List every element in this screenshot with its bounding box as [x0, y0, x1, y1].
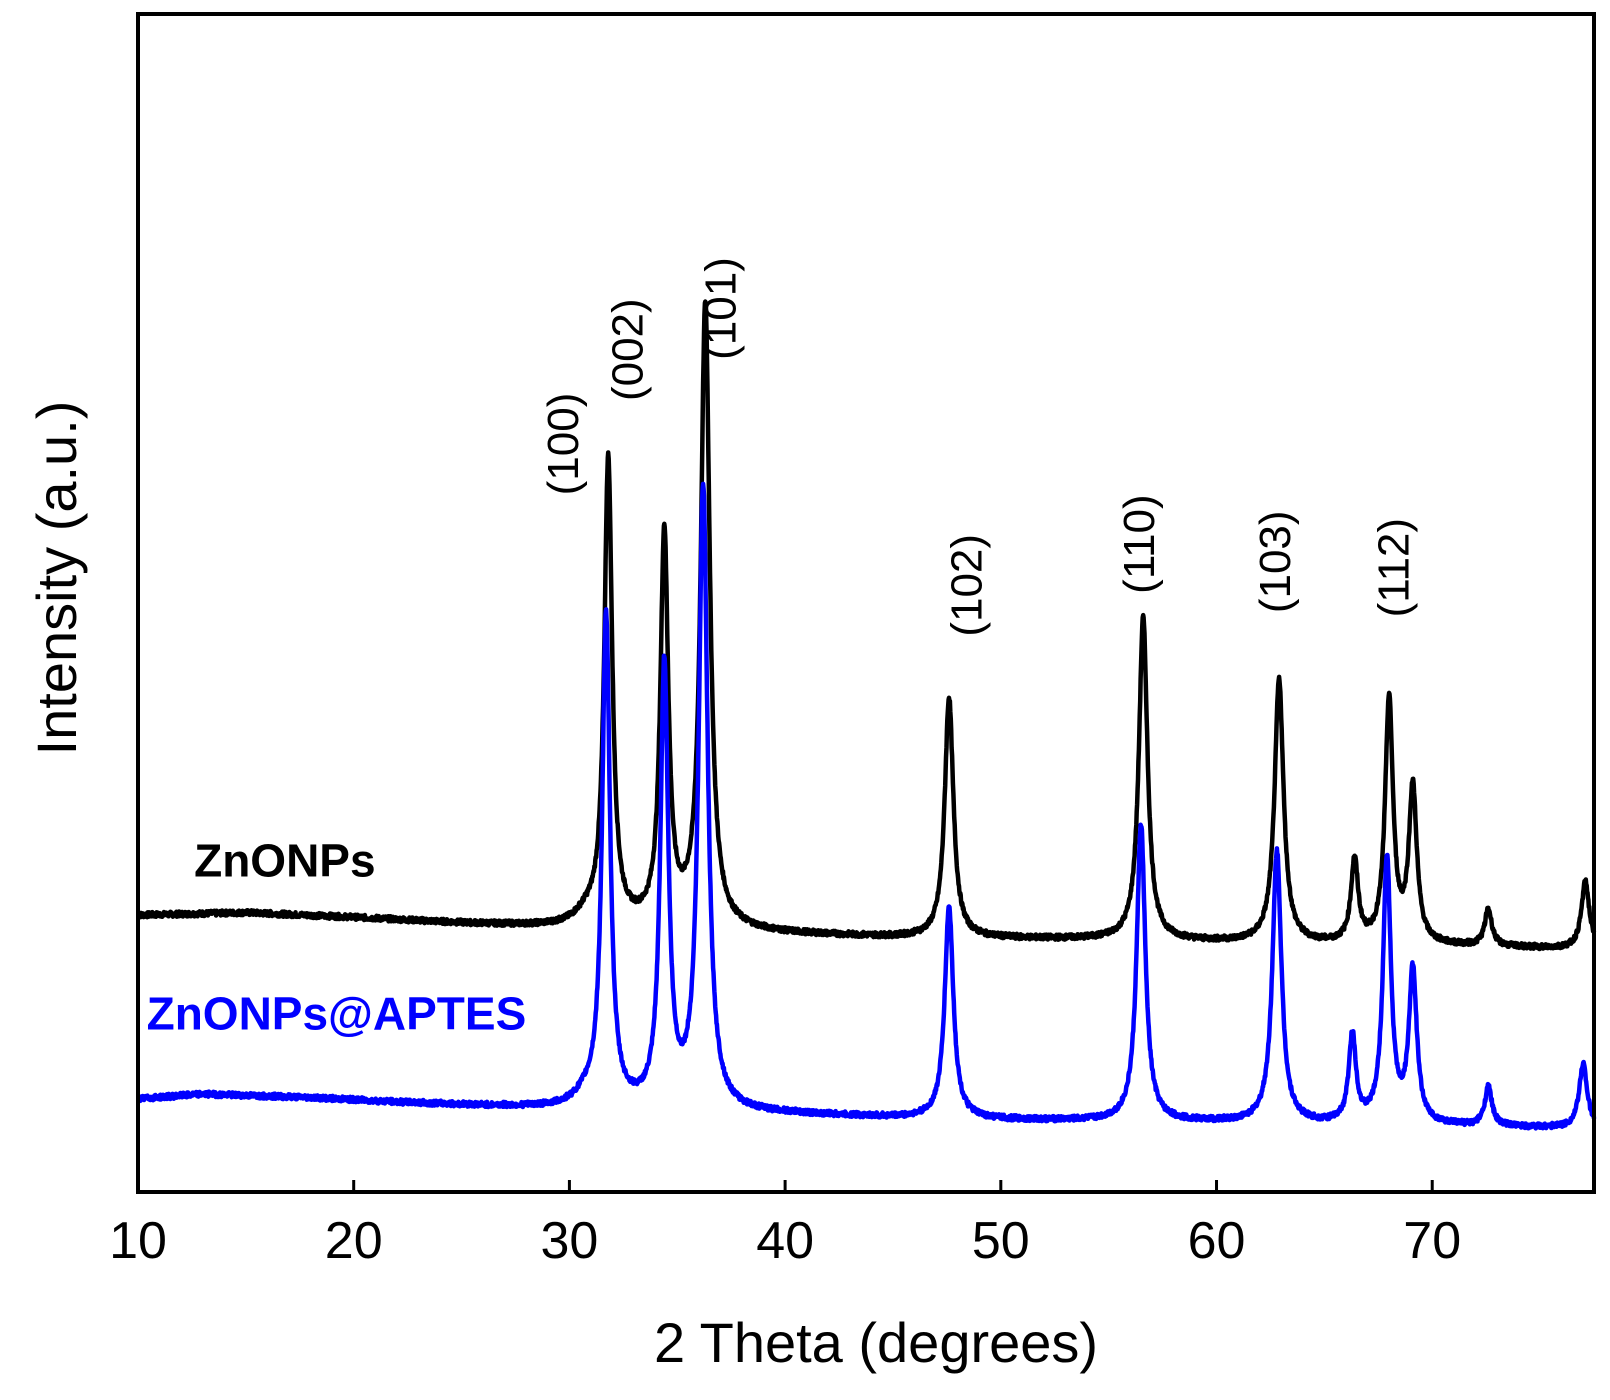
peak-label: (101) [697, 257, 746, 360]
series-label-znonps: ZnONPs [194, 834, 375, 886]
series-line-znonps-aptes [136, 481, 1597, 1131]
peak-label: (112) [1370, 518, 1419, 617]
x-tick-label: 40 [756, 1212, 814, 1270]
series-label-znonps-aptes: ZnONPs@APTES [147, 987, 527, 1039]
peak-label: (102) [942, 534, 991, 637]
x-axis-title: 2 Theta (degrees) [654, 1311, 1098, 1374]
y-axis-title: Intensity (a.u.) [25, 401, 88, 756]
peak-label: (002) [604, 298, 653, 401]
x-tick-label: 30 [540, 1212, 598, 1270]
peak-labels: (100) (002) (101) (102) (110) (103) (112) [539, 257, 1419, 637]
peak-label: (110) [1115, 494, 1164, 593]
series-labels: ZnONPs ZnONPs@APTES [147, 834, 527, 1039]
plot-frame [136, 12, 1596, 1194]
x-tick-label: 20 [325, 1212, 383, 1270]
peak-label: (103) [1251, 510, 1300, 613]
plot-lines [136, 299, 1597, 1131]
peak-label: (100) [539, 393, 588, 496]
x-tick-label: 50 [972, 1212, 1030, 1270]
x-tick-label: 10 [109, 1212, 167, 1270]
x-tick-label: 70 [1403, 1212, 1461, 1270]
series-line-znonps [136, 299, 1597, 952]
x-axis-ticks: 10 20 30 40 50 60 70 [109, 1180, 1461, 1270]
x-tick-label: 60 [1188, 1212, 1246, 1270]
